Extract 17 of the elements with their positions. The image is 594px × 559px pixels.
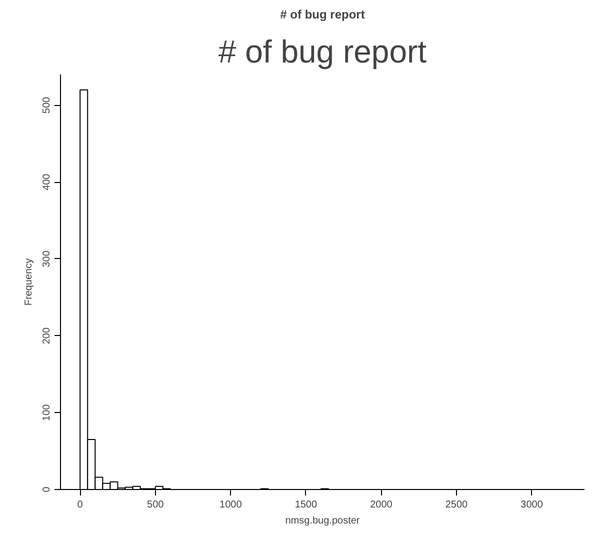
x-tick-label: 3000	[520, 500, 544, 510]
x-axis-title: nmsg.bug.poster	[285, 516, 360, 526]
y-tick-label: 100	[42, 404, 52, 421]
chart-subtitle: # of bug report	[280, 8, 365, 22]
y-axis-title: Frequency	[24, 258, 34, 306]
chart-title: # of bug report	[218, 34, 427, 70]
x-tick-label: 1000	[220, 500, 242, 510]
x-tick-label: 0	[77, 500, 84, 510]
y-tick-label: 400	[42, 173, 52, 190]
y-tick-label: 0	[42, 486, 52, 492]
y-tick-label: 500	[42, 96, 52, 114]
x-tick-label: 1500	[294, 500, 318, 510]
x-tick-label: 2500	[445, 500, 468, 510]
x-tick-label: 2000	[370, 500, 393, 510]
y-tick-label: 300	[42, 250, 52, 268]
x-tick-label: 500	[147, 500, 164, 510]
y-tick-label: 200	[42, 327, 52, 344]
